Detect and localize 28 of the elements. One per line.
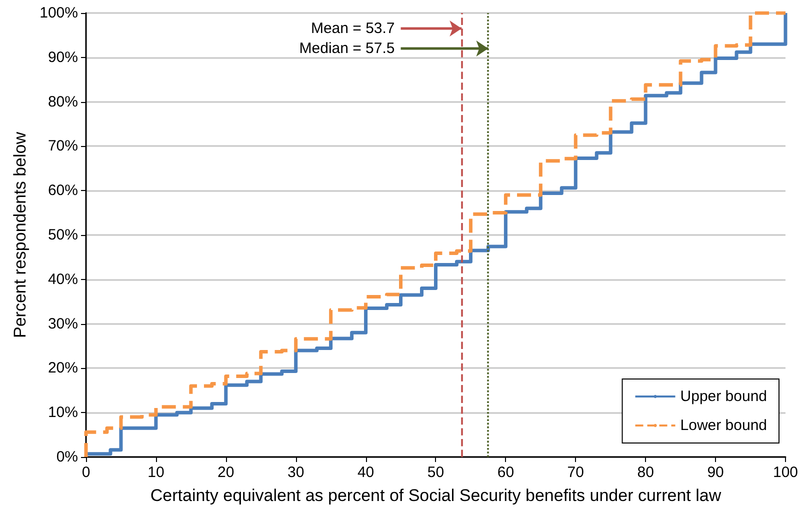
y-tick-label: 0% <box>56 448 78 466</box>
x-axis-title: Certainty equivalent as percent of Social Security benefits under current law <box>150 486 722 505</box>
y-tick-label: 10% <box>48 404 78 422</box>
x-tick-label: 30 <box>288 464 304 481</box>
legend-label: Upper bound <box>680 388 767 405</box>
y-tick-label: 80% <box>48 93 78 110</box>
y-tick-label: 90% <box>48 48 78 66</box>
x-tick-label: 90 <box>707 464 724 481</box>
ref-line-label: Mean = 53.7 <box>310 20 395 38</box>
y-tick-label: 20% <box>48 360 78 377</box>
y-tick-label: 100% <box>40 4 78 22</box>
x-tick-label: 70 <box>567 464 584 481</box>
y-tick-label: 60% <box>48 182 78 200</box>
x-tick-label: 0 <box>82 464 90 481</box>
y-tick-label: 30% <box>48 315 78 332</box>
y-axis-title: Percent respondents below <box>10 131 30 338</box>
y-tick-label: 50% <box>48 226 78 244</box>
x-tick-label: 40 <box>357 464 374 481</box>
x-tick-label: 10 <box>148 464 164 481</box>
legend-label: Lower bound <box>680 417 767 434</box>
x-tick-label: 100 <box>772 464 798 481</box>
y-tick-label: 40% <box>48 270 78 288</box>
x-tick-label: 80 <box>637 464 654 481</box>
x-tick-label: 20 <box>218 464 234 481</box>
x-tick-label: 60 <box>497 464 514 481</box>
x-tick-label: 50 <box>427 464 444 481</box>
ref-line-label: Median = 57.5 <box>299 40 395 58</box>
y-tick-label: 70% <box>48 138 78 155</box>
